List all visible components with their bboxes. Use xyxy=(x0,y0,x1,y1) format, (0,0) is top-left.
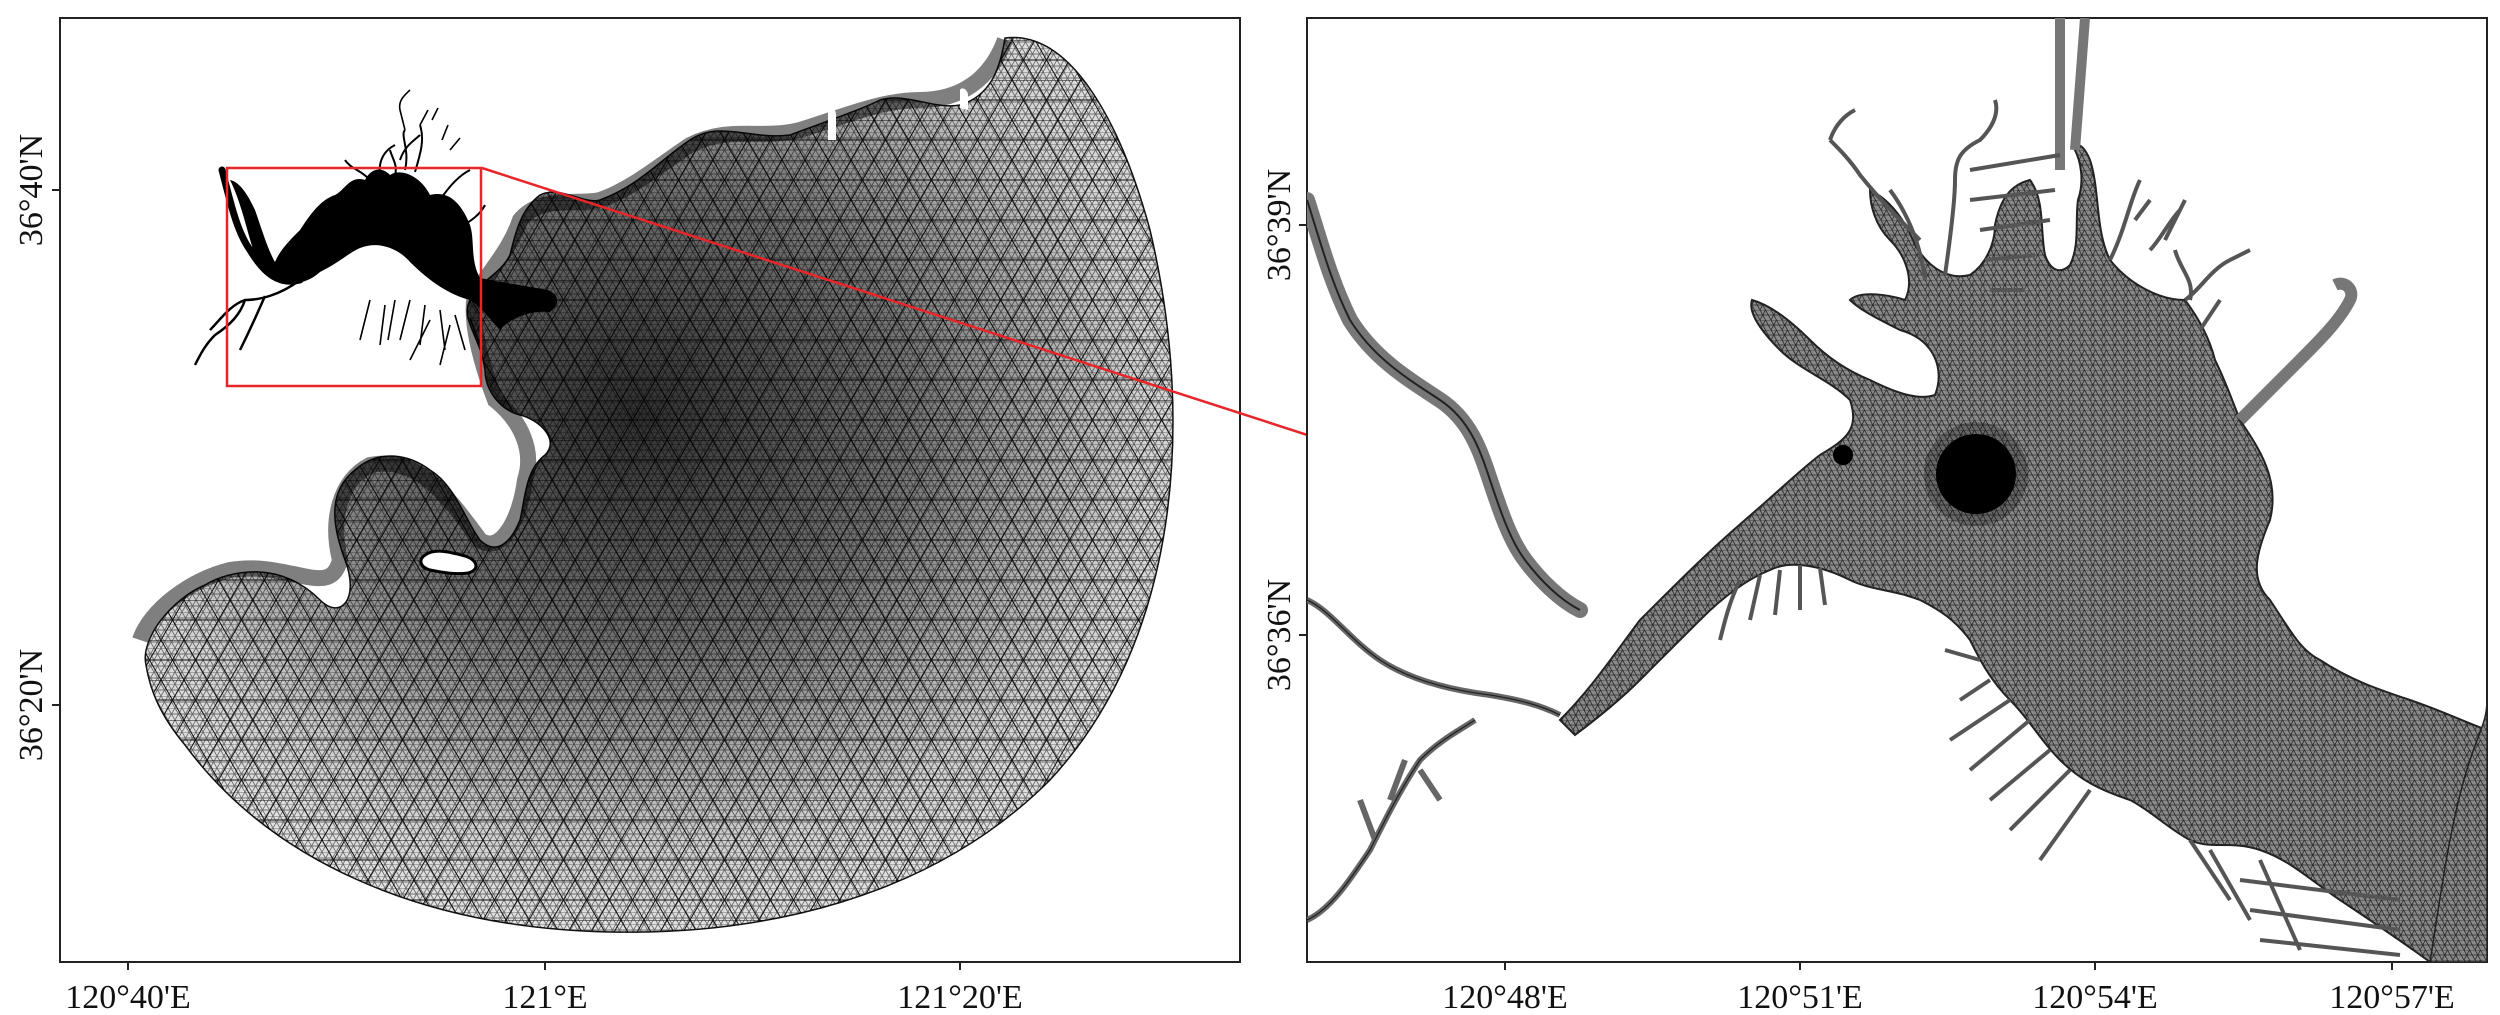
detail-x-tick-3: 120°57'E xyxy=(2329,979,2455,1015)
detail-y-axis: 36°39'N 36°36'N xyxy=(1261,169,1307,691)
overview-x-tick-1: 121°E xyxy=(502,979,587,1015)
island xyxy=(419,549,478,576)
overview-x-axis: 120°40'E 121°E 121°20'E xyxy=(65,962,1023,1015)
river-channel xyxy=(218,166,304,285)
inset-highlight-box xyxy=(225,166,483,388)
overview-y-axis: 36°40'N 36°20'N xyxy=(13,134,60,761)
overview-x-tick-0: 120°40'E xyxy=(65,979,191,1015)
detail-panel: 120°48'E 120°51'E 120°54'E 120°57'E 36°3… xyxy=(1261,17,2488,1015)
detail-x-tick-1: 120°51'E xyxy=(1737,979,1863,1015)
detail-y-tick-0: 36°39'N xyxy=(1261,169,1298,281)
bay-mesh xyxy=(230,169,558,330)
detail-x-tick-0: 120°48'E xyxy=(1442,979,1568,1015)
overview-y-tick-0: 36°40'N xyxy=(13,134,50,246)
detail-y-tick-1: 36°36'N xyxy=(1261,579,1298,691)
overview-x-tick-2: 121°20'E xyxy=(897,979,1023,1015)
dense-mesh-node-small xyxy=(1833,445,1853,465)
overview-panel: 120°40'E 121°E 121°20'E 36°40'N 36°20'N xyxy=(13,17,1241,1015)
detail-x-axis: 120°48'E 120°51'E 120°54'E 120°57'E xyxy=(1442,962,2455,1015)
detail-x-tick-2: 120°54'E xyxy=(2032,979,2158,1015)
overview-y-tick-1: 36°20'N xyxy=(13,649,50,761)
dense-mesh-node-large xyxy=(1936,434,2016,514)
